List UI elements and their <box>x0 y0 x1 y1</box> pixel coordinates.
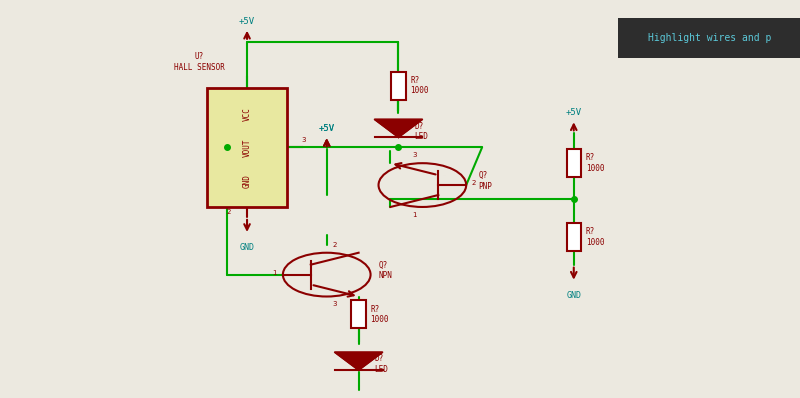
Text: 3: 3 <box>412 152 417 158</box>
Text: 2: 2 <box>226 209 231 215</box>
Text: 2: 2 <box>333 242 337 248</box>
Text: D?
LED: D? LED <box>414 122 428 141</box>
Text: +5V: +5V <box>239 17 255 26</box>
Text: 3: 3 <box>333 301 337 308</box>
Polygon shape <box>334 352 382 370</box>
Text: R?
1000: R? 1000 <box>410 76 429 95</box>
Text: GND: GND <box>566 291 582 300</box>
Text: Q?
PNP: Q? PNP <box>478 172 492 191</box>
Text: Q?
NPN: Q? NPN <box>378 261 393 280</box>
FancyBboxPatch shape <box>207 88 287 207</box>
Text: Highlight wires and p: Highlight wires and p <box>647 33 771 43</box>
Polygon shape <box>374 119 422 137</box>
Text: 1: 1 <box>273 269 277 276</box>
Text: R?
1000: R? 1000 <box>586 154 604 173</box>
Text: U?
HALL SENSOR: U? HALL SENSOR <box>174 52 225 72</box>
Bar <box>566 223 581 251</box>
Text: GND: GND <box>239 243 254 252</box>
Text: VOUT: VOUT <box>242 138 251 156</box>
Text: +5V: +5V <box>318 124 334 133</box>
Text: 1: 1 <box>412 212 417 218</box>
Text: 3: 3 <box>302 137 306 143</box>
Text: VCC: VCC <box>242 107 251 121</box>
Text: 2: 2 <box>472 180 476 186</box>
FancyBboxPatch shape <box>618 18 800 58</box>
Text: +5V: +5V <box>318 124 334 133</box>
Bar <box>391 72 406 100</box>
Text: D?
LED: D? LED <box>374 355 389 374</box>
Bar <box>351 300 366 328</box>
Text: GND: GND <box>242 174 251 187</box>
Text: R?
1000: R? 1000 <box>586 227 604 246</box>
Text: +5V: +5V <box>566 108 582 117</box>
Bar <box>566 149 581 177</box>
Text: R?
1000: R? 1000 <box>370 305 389 324</box>
